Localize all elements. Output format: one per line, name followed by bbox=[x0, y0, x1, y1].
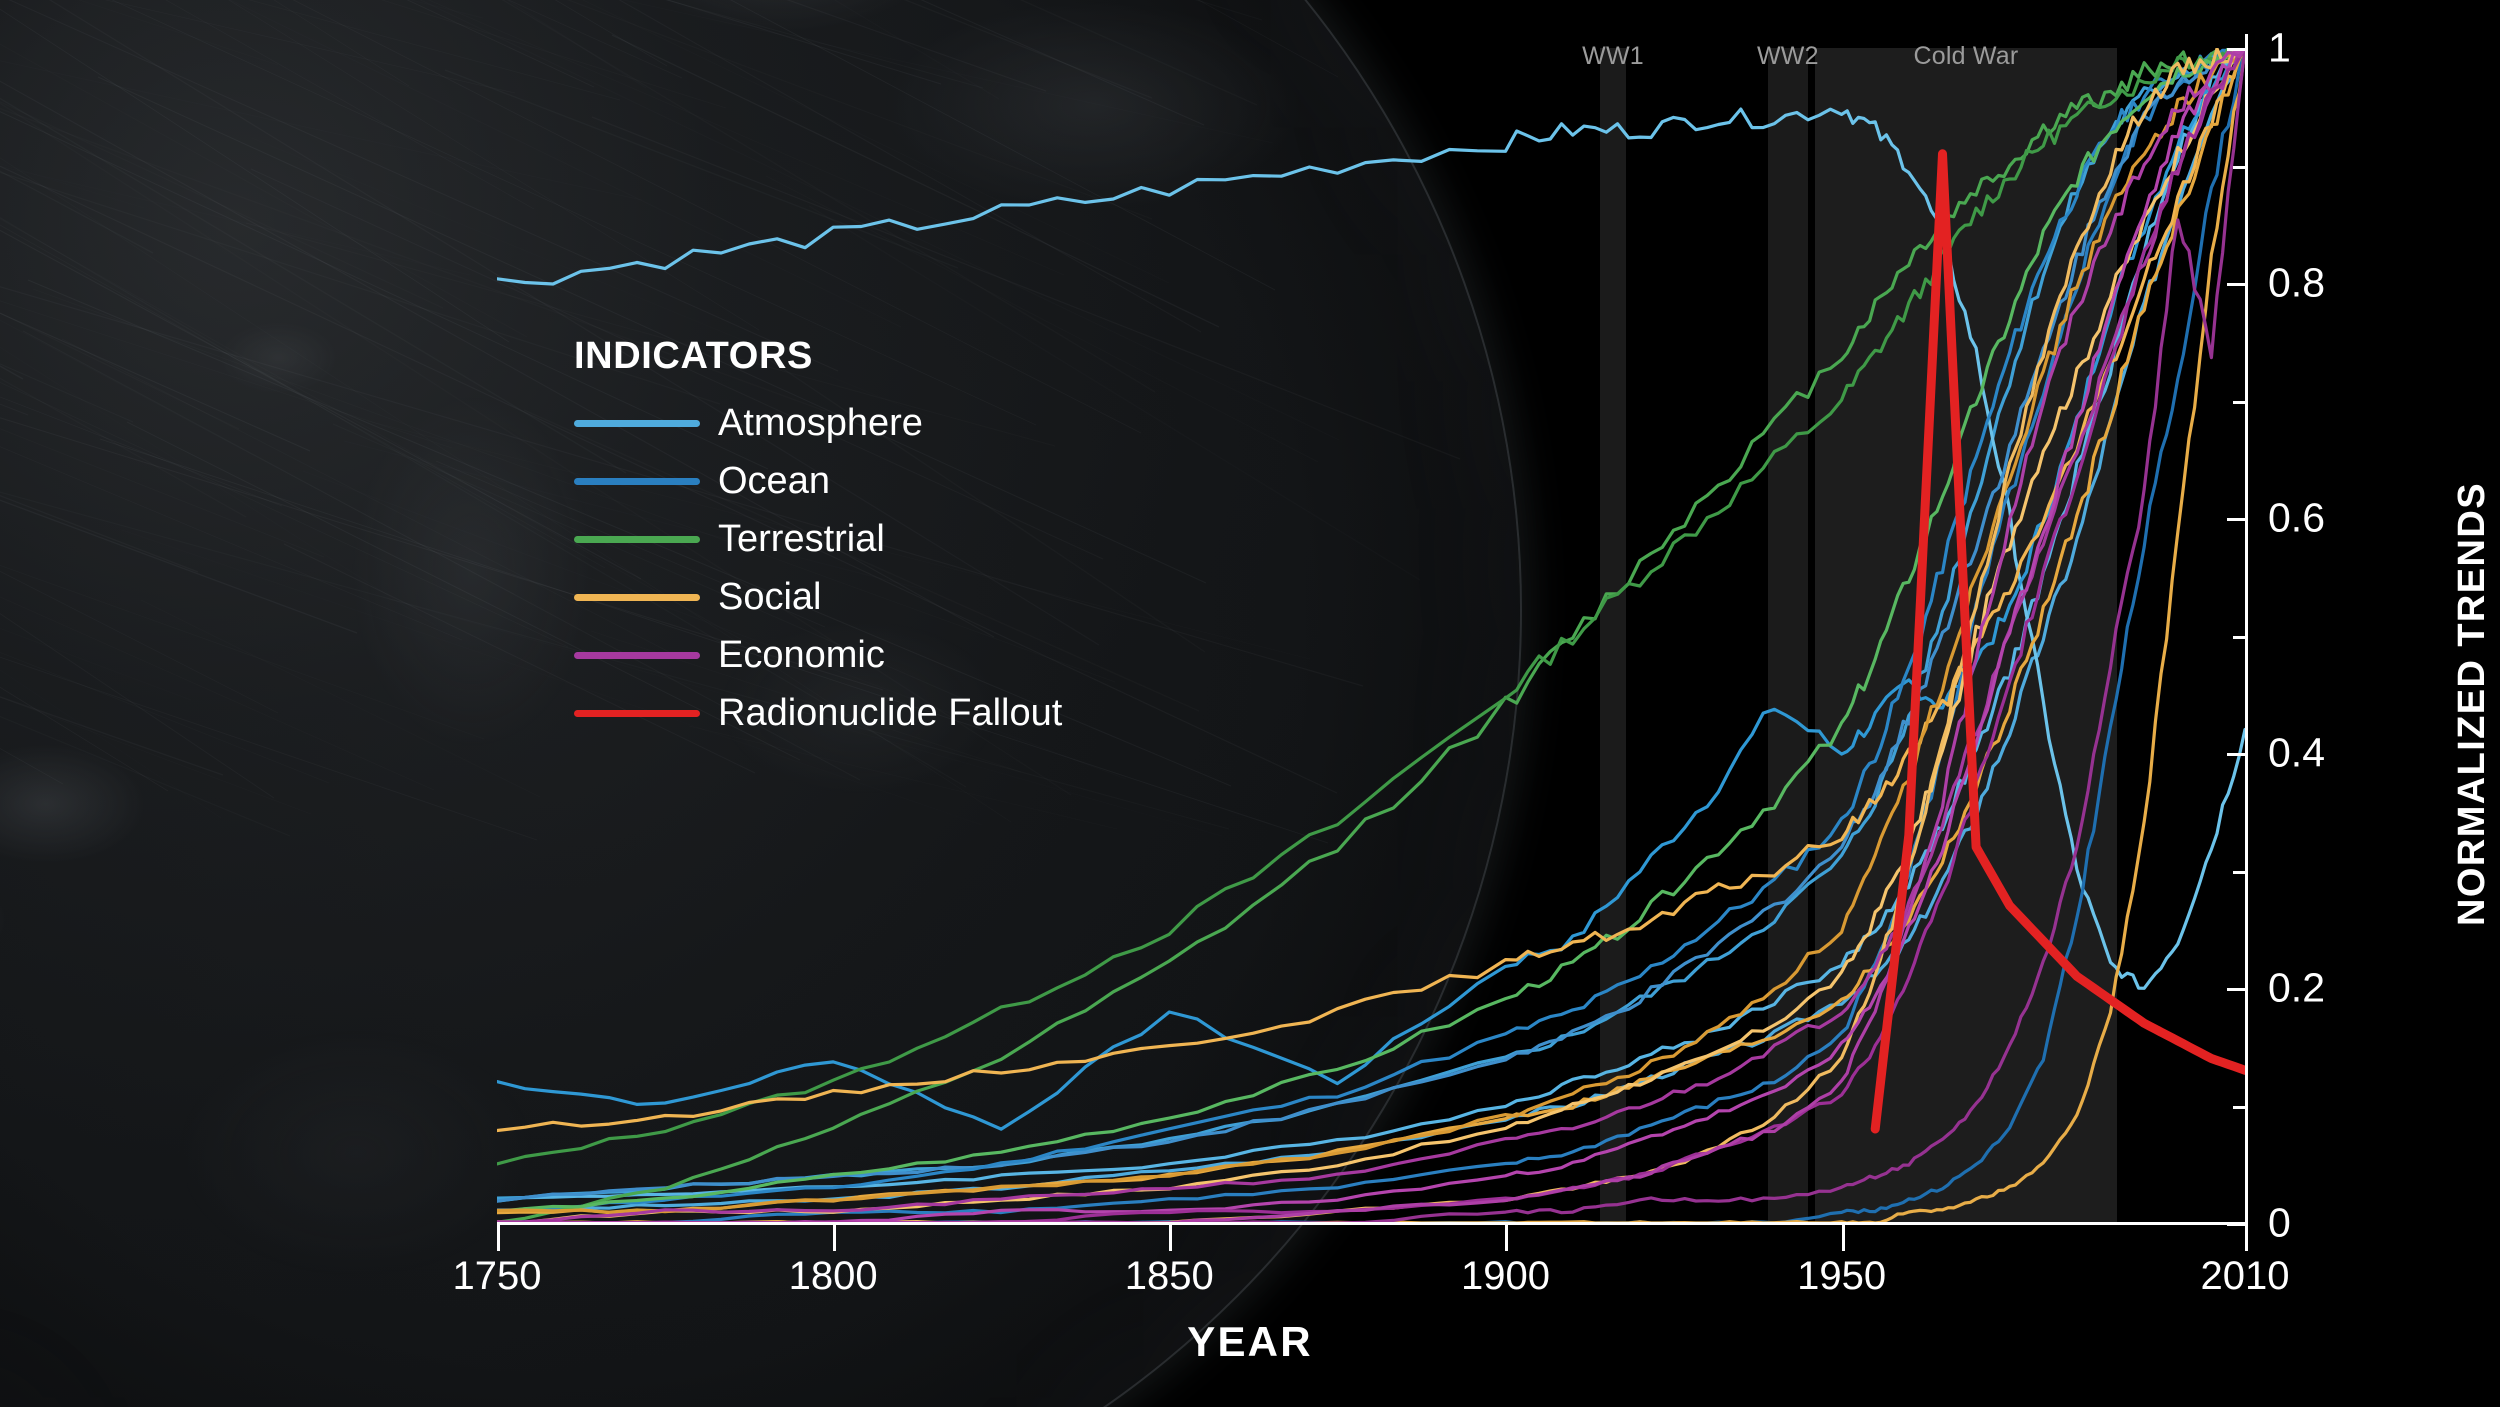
legend: INDICATORS Atmosphere Ocean Terrestrial Soc… bbox=[574, 335, 1062, 742]
series-line bbox=[497, 48, 2245, 1223]
x-tick bbox=[1841, 1225, 1845, 1251]
x-tick bbox=[1505, 1225, 1509, 1251]
y-tick-minor bbox=[2233, 400, 2248, 404]
y-tick-label: 1 bbox=[2268, 24, 2291, 71]
legend-item-label: Economic bbox=[718, 633, 885, 676]
x-axis-line bbox=[497, 1222, 2248, 1225]
series-line bbox=[1870, 149, 2245, 1134]
legend-item[interactable]: Terrestrial bbox=[574, 510, 1062, 568]
x-tick-label: 1800 bbox=[788, 1254, 878, 1298]
series-line bbox=[497, 48, 2245, 1166]
y-tick bbox=[2227, 518, 2248, 521]
y-tick bbox=[2227, 988, 2248, 991]
legend-item[interactable]: Radionuclide Fallout bbox=[574, 684, 1062, 742]
series-line bbox=[497, 48, 2245, 1133]
era-band-ww2 bbox=[1767, 48, 1808, 1223]
legend-item[interactable]: Ocean bbox=[574, 452, 1062, 510]
y-tick-label: 0.8 bbox=[2268, 259, 2325, 306]
x-tick-label: 1750 bbox=[452, 1254, 542, 1298]
y-tick-minor bbox=[2233, 1105, 2248, 1109]
series-line bbox=[497, 48, 2245, 1223]
series-line bbox=[497, 48, 2245, 1214]
y-tick-minor bbox=[2233, 635, 2248, 639]
legend-title: INDICATORS bbox=[574, 335, 813, 377]
x-tick-label: 2010 bbox=[2200, 1254, 2290, 1298]
series-line bbox=[497, 48, 2245, 1223]
y-axis-line bbox=[2245, 34, 2248, 1225]
x-tick bbox=[1169, 1225, 1173, 1251]
legend-swatch-atmosphere bbox=[574, 419, 700, 427]
x-tick-label: 1900 bbox=[1460, 1254, 1550, 1298]
y-tick bbox=[2227, 283, 2248, 286]
series-lines bbox=[497, 48, 2245, 1223]
y-tick-label: 0.6 bbox=[2268, 494, 2325, 541]
legend-swatch-terrestrial bbox=[574, 535, 700, 543]
x-tick bbox=[833, 1225, 837, 1251]
y-tick bbox=[2227, 753, 2248, 756]
legend-item-label: Terrestrial bbox=[718, 517, 885, 560]
x-tick bbox=[497, 1225, 500, 1251]
legend-item-label: Ocean bbox=[718, 459, 830, 502]
legend-item[interactable]: Social bbox=[574, 568, 1062, 626]
series-line bbox=[497, 48, 2245, 1223]
y-tick-label: 0.4 bbox=[2268, 729, 2325, 776]
legend-swatch-ocean bbox=[574, 477, 700, 485]
legend-rows: Atmosphere Ocean Terrestrial Social Economic… bbox=[574, 394, 1062, 742]
series-line bbox=[497, 48, 2245, 1223]
legend-item[interactable]: Economic bbox=[574, 626, 1062, 684]
era-label-ww2: WW2 bbox=[1756, 42, 1819, 70]
series-line bbox=[497, 107, 2245, 990]
y-tick bbox=[2227, 48, 2248, 51]
legend-item-label: Atmosphere bbox=[718, 401, 923, 444]
era-band-ww1 bbox=[1599, 48, 1627, 1223]
x-tick-label: 1950 bbox=[1797, 1254, 1887, 1298]
legend-item-label: Radionuclide Fallout bbox=[718, 691, 1063, 734]
series-line bbox=[497, 48, 2245, 1212]
x-tick bbox=[2245, 1225, 2248, 1251]
series-line bbox=[497, 48, 2245, 1215]
legend-item-label: Social bbox=[718, 575, 822, 618]
y-tick-minor bbox=[2233, 165, 2248, 169]
y-axis-title: NORMALIZED TRENDS bbox=[2451, 481, 2493, 926]
y-tick-label: 0.2 bbox=[2268, 964, 2325, 1011]
series-line bbox=[497, 48, 2245, 1200]
x-tick-label: 1850 bbox=[1124, 1254, 1214, 1298]
legend-swatch-social bbox=[574, 593, 700, 601]
series-line bbox=[497, 48, 2245, 1223]
legend-swatch-economic bbox=[574, 651, 700, 659]
series-line bbox=[497, 48, 2245, 1223]
y-tick-minor bbox=[2233, 870, 2248, 874]
y-tick-label: 0 bbox=[2268, 1199, 2291, 1246]
series-line bbox=[497, 48, 2245, 1214]
series-line bbox=[497, 48, 2245, 1223]
legend-swatch-radionuclide-fallout bbox=[574, 709, 700, 717]
era-label-ww1: WW1 bbox=[1582, 42, 1644, 70]
x-axis-title: YEAR bbox=[1187, 1318, 1313, 1365]
legend-item[interactable]: Atmosphere bbox=[574, 394, 1062, 452]
plot-area bbox=[497, 48, 2245, 1223]
era-label-cold-war: Cold War bbox=[1913, 42, 2019, 70]
y-tick bbox=[2227, 1223, 2248, 1226]
